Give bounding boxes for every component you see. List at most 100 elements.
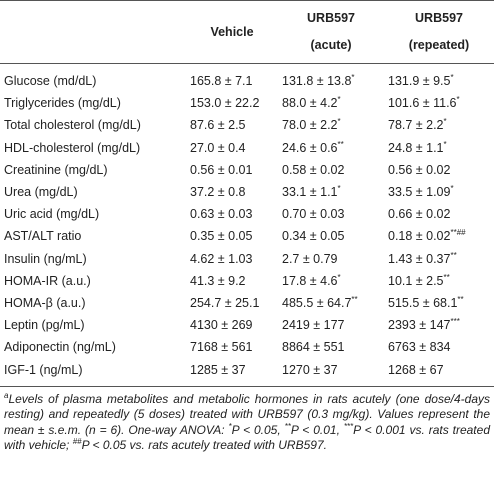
value-text: 0.70 ± 0.03 <box>282 207 345 222</box>
row-label: Adiponectin (ng/mL) <box>4 340 116 355</box>
value-text: 88.0 ± 4.2 <box>282 96 338 111</box>
table-row: HDL-cholesterol (mg/dL) 27.0 ± 0.4 24.6 ± … <box>0 137 494 159</box>
table-row: Urea (mg/dL) 37.2 ± 0.8 33.1 ± 1.1* 33.5 ± … <box>0 181 494 203</box>
value-text: 78.0 ± 2.2 <box>282 118 338 133</box>
significance-mark: * <box>337 184 341 194</box>
value-text: 6763 ± 834 <box>388 340 451 355</box>
header-text: URB597 <box>415 11 463 25</box>
value-cell: 0.63 ± 0.03 <box>186 203 278 225</box>
value-cell: 1285 ± 37 <box>186 358 278 386</box>
value-text: 27.0 ± 0.4 <box>190 140 246 155</box>
significance-mark: **## <box>450 228 466 238</box>
header-text: URB597 <box>307 11 355 25</box>
value-text: 0.18 ± 0.02 <box>388 229 451 244</box>
row-label: Uric acid (mg/dL) <box>4 207 100 222</box>
footnote-sup: ** <box>284 421 291 431</box>
header-row: Vehicle URB597 (acute) URB597 (repeated) <box>0 0 494 64</box>
value-text: 4.62 ± 1.03 <box>190 251 253 266</box>
value-cell: 24.6 ± 0.6** <box>278 137 384 159</box>
value-text: 2.7 ± 0.79 <box>282 251 338 266</box>
value-text: 1.43 ± 0.37 <box>388 251 451 266</box>
value-cell: 2419 ± 177 <box>278 314 384 336</box>
value-cell: 7168 ± 561 <box>186 336 278 358</box>
table-row: Insulin (ng/mL) 4.62 ± 1.03 2.7 ± 0.79 1.43… <box>0 248 494 270</box>
table-row: Creatinine (mg/dL) 0.56 ± 0.01 0.58 ± 0.02… <box>0 159 494 181</box>
value-cell: 153.0 ± 22.2 <box>186 92 278 114</box>
significance-mark: ** <box>351 294 358 304</box>
value-text: 0.58 ± 0.02 <box>282 162 345 177</box>
value-cell: 0.56 ± 0.02 <box>384 159 494 181</box>
value-cell: 78.0 ± 2.2* <box>278 114 384 136</box>
table-row: Uric acid (mg/dL) 0.63 ± 0.03 0.70 ± 0.03 0… <box>0 203 494 225</box>
footnote-text: P < 0.001 vs. rats treated with vehicle; <box>4 422 490 453</box>
table-header: Vehicle URB597 (acute) URB597 (repeated) <box>0 0 494 64</box>
value-cell: 4130 ± 269 <box>186 314 278 336</box>
value-text: 131.9 ± 9.5 <box>388 74 451 89</box>
row-label: HDL-cholesterol (mg/dL) <box>4 140 141 155</box>
value-cell: 101.6 ± 11.6* <box>384 92 494 114</box>
value-text: 515.5 ± 68.1 <box>388 295 458 310</box>
value-text: 37.2 ± 0.8 <box>190 185 246 200</box>
significance-mark: * <box>337 95 341 105</box>
row-label: AST/ALT ratio <box>4 229 82 244</box>
row-label: Creatinine (mg/dL) <box>4 162 108 177</box>
value-text: 0.34 ± 0.05 <box>282 229 345 244</box>
row-label: IGF-1 (ng/mL) <box>4 362 83 377</box>
table-body: Glucose (md/dL) 165.8 ± 7.1 131.8 ± 13.8* 1… <box>0 64 494 387</box>
value-text: 1268 ± 67 <box>388 362 444 377</box>
value-cell: 165.8 ± 7.1 <box>186 64 278 93</box>
value-text: 0.56 ± 0.01 <box>190 162 253 177</box>
footnote-sup: a <box>4 390 9 400</box>
header-text: Vehicle <box>210 24 254 39</box>
value-cell: 131.8 ± 13.8* <box>278 64 384 93</box>
value-text: 101.6 ± 11.6 <box>388 96 457 111</box>
value-cell: 485.5 ± 64.7** <box>278 292 384 314</box>
header-text: (acute) <box>310 38 352 52</box>
significance-mark: * <box>337 272 341 282</box>
value-cell: 0.58 ± 0.02 <box>278 159 384 181</box>
value-text: 33.1 ± 1.1 <box>282 185 338 200</box>
row-label: Triglycerides (mg/dL) <box>4 96 121 111</box>
value-text: 254.7 ± 25.1 <box>190 295 260 310</box>
value-cell: 6763 ± 834 <box>384 336 494 358</box>
value-cell: 4.62 ± 1.03 <box>186 248 278 270</box>
value-text: 131.8 ± 13.8 <box>282 74 352 89</box>
significance-mark: ** <box>337 139 344 149</box>
row-label: Leptin (pg/mL) <box>4 318 85 333</box>
value-cell: 78.7 ± 2.2* <box>384 114 494 136</box>
row-label: Total cholesterol (mg/dL) <box>4 118 141 133</box>
value-cell: 254.7 ± 25.1 <box>186 292 278 314</box>
footnote-sup: * <box>228 421 232 431</box>
value-text: 10.1 ± 2.5 <box>388 273 444 288</box>
table-row: Glucose (md/dL) 165.8 ± 7.1 131.8 ± 13.8* 1… <box>0 64 494 93</box>
significance-mark: *** <box>450 317 460 327</box>
row-label: HOMA-β (a.u.) <box>4 295 86 310</box>
value-text: 0.66 ± 0.02 <box>388 207 451 222</box>
value-cell: 33.5 ± 1.09* <box>384 181 494 203</box>
value-cell: 41.3 ± 9.2 <box>186 270 278 292</box>
row-label: HOMA-IR (a.u.) <box>4 273 91 288</box>
row-label: Urea (mg/dL) <box>4 185 78 200</box>
value-text: 165.8 ± 7.1 <box>190 74 253 89</box>
header-cell: URB597 (acute) <box>278 1 384 64</box>
value-cell: 24.8 ± 1.1* <box>384 137 494 159</box>
header-empty <box>0 1 186 64</box>
table-row: IGF-1 (ng/mL) 1285 ± 37 1270 ± 37 1268 ± 67 <box>0 358 494 386</box>
footnote-text: Levels of plasma metabolites and metabol… <box>4 391 490 437</box>
value-cell: 33.1 ± 1.1* <box>278 181 384 203</box>
value-cell: 1270 ± 37 <box>278 358 384 386</box>
footnote-text: P < 0.05, <box>231 422 285 437</box>
footnote: aLevels of plasma metabolites and metabo… <box>0 387 494 454</box>
value-text: 0.63 ± 0.03 <box>190 207 253 222</box>
table-row: HOMA-IR (a.u.) 41.3 ± 9.2 17.8 ± 4.6* 10.1 … <box>0 270 494 292</box>
value-text: 1270 ± 37 <box>282 362 338 377</box>
table-row: AST/ALT ratio 0.35 ± 0.05 0.34 ± 0.05 0.18 … <box>0 225 494 247</box>
value-text: 4130 ± 269 <box>190 318 253 333</box>
value-text: 7168 ± 561 <box>190 340 253 355</box>
significance-mark: ** <box>450 250 457 260</box>
value-cell: 131.9 ± 9.5* <box>384 64 494 93</box>
table-row: Leptin (pg/mL) 4130 ± 269 2419 ± 177 2393 ±… <box>0 314 494 336</box>
footnote-text: P < 0.01, <box>290 422 344 437</box>
significance-mark: * <box>351 73 355 83</box>
